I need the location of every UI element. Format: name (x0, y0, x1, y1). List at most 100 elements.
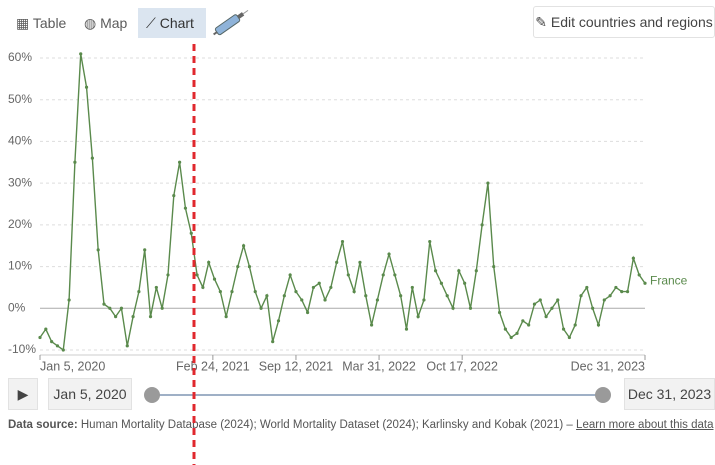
point (323, 298, 327, 302)
point (503, 327, 507, 331)
point (614, 285, 618, 290)
point (230, 290, 234, 294)
y-tick-label: 10% (8, 259, 32, 273)
point (335, 260, 339, 264)
x-tick-label: Dec 31, 2023 (571, 359, 645, 373)
point (422, 298, 426, 302)
timeline-end[interactable]: Dec 31, 2023 (624, 378, 715, 410)
tab-map[interactable]: ◍ Map (84, 15, 128, 31)
point (288, 273, 292, 277)
point (282, 294, 286, 298)
point (538, 298, 542, 302)
point (172, 194, 176, 198)
point (154, 285, 158, 290)
point (195, 273, 199, 277)
edit-button[interactable]: ✎ Edit countries and regions (533, 6, 715, 38)
point (276, 319, 281, 323)
x-tick-label: Jan 5, 2020 (40, 359, 105, 373)
x-tick-label: Sep 12, 2021 (259, 359, 333, 373)
tab-label: Table (32, 15, 67, 31)
point (585, 285, 589, 290)
x-tick-label: Oct 17, 2022 (426, 359, 498, 373)
point (556, 298, 560, 302)
series-label: France (650, 273, 688, 287)
point (631, 256, 635, 260)
point (271, 340, 275, 344)
point (38, 335, 42, 340)
point (439, 281, 443, 285)
timeline-start[interactable]: Jan 5, 2020 (48, 378, 132, 410)
x-tick-label: Feb 24, 2021 (176, 359, 250, 373)
point (451, 306, 455, 310)
point (399, 294, 403, 298)
point (178, 160, 182, 164)
point (84, 85, 89, 89)
point (183, 206, 188, 210)
point (509, 335, 513, 340)
point (143, 248, 147, 252)
point (602, 298, 606, 302)
source-note: Data source: Human Mortality Database (2… (8, 418, 714, 432)
point (253, 290, 257, 294)
point (428, 239, 432, 244)
point (387, 252, 391, 256)
slider-handle[interactable] (595, 387, 611, 403)
point (131, 315, 135, 319)
point (474, 269, 478, 273)
point (625, 290, 630, 294)
point (381, 273, 385, 277)
point (212, 277, 217, 281)
y-tick-label: 60% (8, 50, 32, 64)
point (44, 327, 48, 331)
point (463, 281, 467, 285)
slider-handle[interactable] (144, 387, 160, 403)
point (532, 302, 537, 306)
point (375, 298, 380, 302)
point (410, 285, 414, 290)
point (497, 310, 502, 315)
point (404, 327, 409, 331)
point (137, 290, 141, 294)
edit-label: Edit countries and regions (550, 14, 713, 30)
play-button[interactable]: ▶ (8, 378, 38, 410)
point (148, 315, 153, 319)
syringe-icon (213, 9, 249, 36)
point (364, 294, 368, 298)
point (61, 348, 65, 352)
y-tick-label: 50% (8, 92, 32, 106)
point (468, 306, 473, 310)
point (358, 260, 362, 264)
tab-chart[interactable]: ⟋ Chart (138, 8, 206, 38)
point (160, 306, 164, 310)
tab-table[interactable]: ▦ Table (16, 15, 67, 31)
y-tick-label: 30% (8, 175, 32, 189)
point (416, 315, 420, 319)
point (317, 281, 321, 285)
point (329, 285, 333, 290)
point (294, 290, 298, 294)
point (643, 281, 647, 285)
point (550, 306, 554, 310)
point (608, 294, 612, 298)
point (591, 306, 595, 310)
point (457, 269, 461, 273)
point (242, 244, 246, 248)
point (55, 344, 60, 348)
point (236, 264, 240, 269)
point (102, 302, 106, 306)
y-tick-label: 20% (8, 217, 32, 231)
source-label: Data source: (8, 419, 78, 431)
point (67, 298, 71, 302)
point (311, 285, 316, 290)
point (73, 160, 77, 164)
timeline-slider[interactable] (140, 380, 616, 410)
source-link[interactable]: Learn more about this data (576, 419, 714, 431)
y-tick-label: 40% (8, 134, 32, 148)
point (486, 181, 490, 185)
point (119, 306, 124, 310)
point (201, 285, 205, 290)
point (561, 327, 566, 331)
point (596, 323, 601, 327)
series-line (39, 53, 646, 352)
y-tick-label: 0% (8, 300, 26, 314)
